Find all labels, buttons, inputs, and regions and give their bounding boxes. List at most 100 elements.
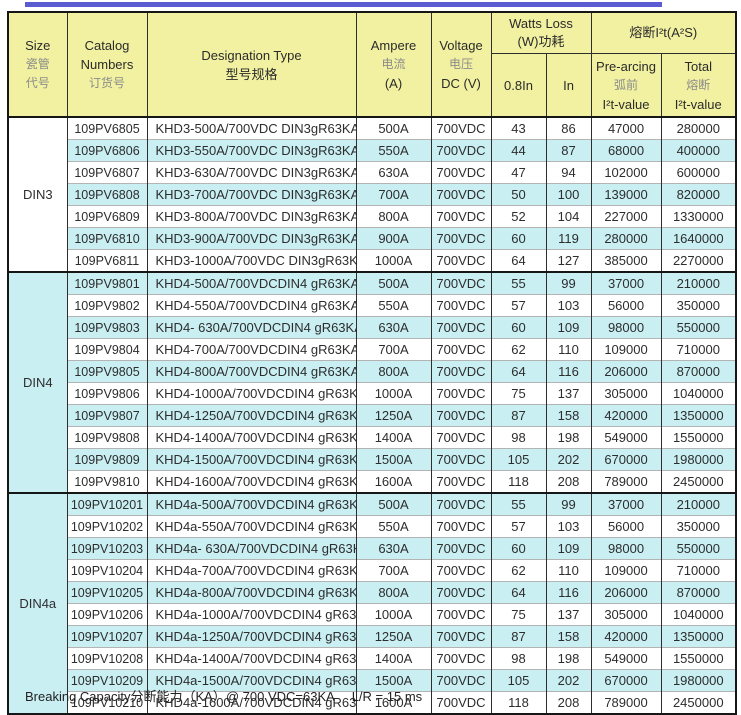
col-header-voltage: Voltage 电压 DC (V)	[430, 11, 492, 118]
watts-08-cell: 64	[490, 581, 547, 604]
voltage-cell: 700VDC	[430, 492, 492, 516]
ampere-cell: 500A	[355, 116, 432, 140]
designation-cell: KHD4-800A/700VDCDIN4 gR63KA	[146, 360, 357, 383]
watts-08-cell: 75	[490, 603, 547, 626]
lr-constant-text: L/R = 15 ms	[351, 689, 423, 704]
total-cell: 2450000	[660, 470, 737, 493]
watts-in-cell: 104	[545, 205, 592, 228]
table-row: 109PV9809 KHD4-1500A/700VDCDIN4 gR63KA 150…	[8, 448, 737, 471]
watts-08-cell: 60	[490, 316, 547, 339]
prearcing-cell: 549000	[590, 426, 662, 449]
table-row: 109PV6811 KHD3-1000A/700VDC DIN3gR63KA 100…	[8, 249, 737, 272]
catalog-cell: 109PV10208	[66, 647, 148, 670]
voltage-cell: 700VDC	[430, 205, 492, 228]
col-header-in: In	[545, 53, 592, 118]
ampere-cell: 700A	[355, 183, 432, 206]
watts-08-cell: 52	[490, 205, 547, 228]
catalog-cell: 109PV9801	[66, 271, 148, 295]
prearcing-cell: 420000	[590, 625, 662, 648]
watts-in-cell: 87	[545, 139, 592, 162]
watts-08-cell: 60	[490, 537, 547, 560]
designation-cell: KHD4a-1400A/700VDCDIN4 gR63KA	[146, 647, 357, 670]
catalog-cell: 109PV6811	[66, 249, 148, 272]
size-group-cell: DIN4	[7, 271, 68, 493]
table-row: 109PV10207 KHD4a-1250A/700VDCDIN4 gR63KA 1…	[8, 625, 737, 648]
watts-loss-label-en: Watts Loss	[509, 16, 573, 31]
watts-in-cell: 99	[545, 271, 592, 295]
watts-in-cell: 103	[545, 294, 592, 317]
watts-in-cell: 119	[545, 227, 592, 250]
catalog-cell: 109PV9802	[66, 294, 148, 317]
designation-cell: KHD4a-700A/700VDCDIN4 gR63KA	[146, 559, 357, 582]
table-row: 109PV10205 KHD4a-800A/700VDCDIN4 gR63KA 80…	[8, 581, 737, 604]
total-cell: 350000	[660, 294, 737, 317]
designation-cell: KHD3-500A/700VDC DIN3gR63KA	[146, 116, 357, 140]
watts-in-cell: 110	[545, 559, 592, 582]
prearcing-cell: 227000	[590, 205, 662, 228]
watts-08-cell: 98	[490, 647, 547, 670]
total-label-zh: 熔断	[686, 77, 711, 92]
prearcing-cell: 109000	[590, 559, 662, 582]
table-row: 109PV10202 KHD4a-550A/700VDCDIN4 gR63KA 55…	[8, 515, 737, 538]
catalog-cell: 109PV10204	[66, 559, 148, 582]
watts-08-cell: 98	[490, 426, 547, 449]
total-cell: 2450000	[660, 691, 737, 714]
watts-08-cell: 50	[490, 183, 547, 206]
designation-cell: KHD4-500A/700VDCDIN4 gR63KA	[146, 271, 357, 295]
ampere-cell: 1400A	[355, 426, 432, 449]
catalog-cell: 109PV9810	[66, 470, 148, 493]
total-cell: 710000	[660, 338, 737, 361]
table-row: 109PV10206 KHD4a-1000A/700VDCDIN4 gR63KA 1…	[8, 603, 737, 626]
total-cell: 550000	[660, 316, 737, 339]
watts-08-cell: 57	[490, 294, 547, 317]
total-cell: 280000	[660, 116, 737, 140]
voltage-cell: 700VDC	[430, 271, 492, 295]
designation-cell: KHD3-900A/700VDC DIN3gR63KA	[146, 227, 357, 250]
watts-in-cell: 137	[545, 382, 592, 405]
col-header-08in: 0.8In	[490, 53, 547, 118]
catalog-cell: 109PV6807	[66, 161, 148, 184]
ampere-cell: 800A	[355, 581, 432, 604]
prearcing-cell: 37000	[590, 492, 662, 516]
total-cell: 600000	[660, 161, 737, 184]
ampere-cell: 630A	[355, 537, 432, 560]
ampere-cell: 800A	[355, 360, 432, 383]
breaking-capacity-text: Breaking Capacity分断能力（KA）@ 700 VDC=63KA	[25, 689, 335, 704]
total-cell: 1980000	[660, 669, 737, 692]
table-row: 109PV10203 KHD4a- 630A/700VDCDIN4 gR63KA 6…	[8, 537, 737, 560]
designation-cell: KHD4a-1500A/700VDCDIN4 gR63KA	[146, 669, 357, 692]
catalog-label-zh: 订货号	[88, 76, 125, 90]
table-row: 109PV9803 KHD4- 630A/700VDCDIN4 gR63KA 630…	[8, 316, 737, 339]
voltage-cell: 700VDC	[430, 426, 492, 449]
designation-cell: KHD4-1600A/700VDCDIN4 gR63KA	[146, 470, 357, 493]
table-row: 109PV6808 KHD3-700A/700VDC DIN3gR63KA 700A…	[8, 183, 737, 206]
catalog-cell: 109PV6810	[66, 227, 148, 250]
designation-cell: KHD4a-1250A/700VDCDIN4 gR63KA	[146, 625, 357, 648]
catalog-cell: 109PV10206	[66, 603, 148, 626]
voltage-cell: 700VDC	[430, 448, 492, 471]
size-group-cell: DIN4a	[7, 492, 68, 714]
watts-08-cell: 43	[490, 116, 547, 140]
ampere-cell: 700A	[355, 559, 432, 582]
watts-in-cell: 208	[545, 470, 592, 493]
prearcing-label-en: Pre-arcing	[596, 58, 656, 74]
prearcing-label-zh: 弧前	[614, 77, 639, 92]
watts-in-cell: 202	[545, 669, 592, 692]
prearcing-cell: 206000	[590, 581, 662, 604]
catalog-cell: 109PV9803	[66, 316, 148, 339]
ampere-label-en: Ampere	[370, 38, 417, 53]
prearcing-cell: 789000	[590, 470, 662, 493]
ampere-cell: 1250A	[355, 625, 432, 648]
total-cell: 1350000	[660, 625, 737, 648]
ampere-label-zh: 电流	[381, 57, 406, 71]
watts-in-cell: 198	[545, 647, 592, 670]
designation-cell: KHD3-800A/700VDC DIN3gR63KA	[146, 205, 357, 228]
col-header-size: Size 瓷管 代号	[7, 11, 68, 118]
ampere-cell: 1000A	[355, 603, 432, 626]
table-row: 109PV10204 KHD4a-700A/700VDCDIN4 gR63KA 70…	[8, 559, 737, 582]
voltage-cell: 700VDC	[430, 294, 492, 317]
watts-in-cell: 103	[545, 515, 592, 538]
catalog-cell: 109PV10201	[66, 492, 148, 516]
prearcing-cell: 139000	[590, 183, 662, 206]
col-header-total: Total 熔断 I²t-value	[660, 53, 737, 118]
